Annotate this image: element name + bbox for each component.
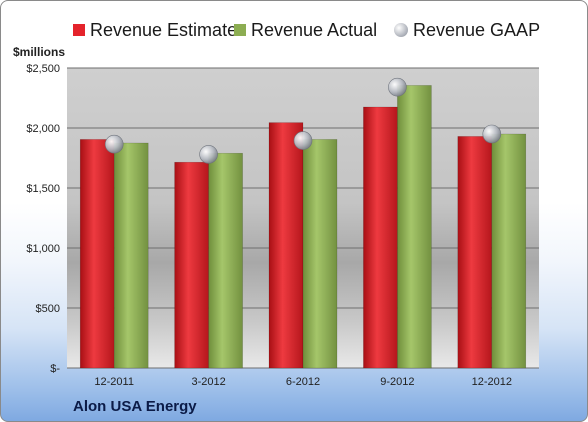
legend-label-gaap: Revenue GAAP — [413, 19, 541, 40]
legend-item-gaap: Revenue GAAP — [394, 18, 540, 42]
legend: Revenue Estimate Revenue Actual Revenue … — [1, 18, 587, 42]
bar-revenue-actual — [113, 142, 149, 369]
bar-revenue-estimate — [457, 136, 493, 369]
legend-item-estimate: Revenue Estimate — [73, 18, 237, 42]
bar-revenue-estimate — [79, 139, 115, 369]
bar-revenue-actual — [397, 85, 432, 369]
x-tick-label: 6-2012 — [286, 376, 320, 388]
y-tick-label: $1,000 — [26, 243, 60, 255]
legend-item-actual: Revenue Actual — [234, 18, 377, 42]
marker-revenue-gaap — [388, 77, 407, 97]
x-tick-label: 12-2011 — [94, 376, 134, 388]
y-axis-unit-label: $millions — [13, 45, 66, 59]
marker-revenue-gaap — [482, 124, 502, 144]
legend-label-estimate: Revenue Estimate — [90, 19, 238, 40]
x-tick-label: 12-2012 — [472, 376, 512, 388]
company-name: Alon USA Energy — [73, 398, 197, 415]
marker-revenue-gaap — [199, 145, 218, 164]
x-tick-label: 3-2012 — [191, 376, 225, 388]
marker-revenue-gaap — [293, 131, 313, 150]
x-tick-label: 9-2012 — [380, 376, 414, 388]
bar-revenue-actual — [491, 133, 527, 369]
bar-revenue-actual — [208, 152, 243, 369]
legend-swatch-estimate — [73, 24, 85, 36]
y-tick-label: $1,500 — [26, 183, 60, 195]
legend-swatch-gaap — [394, 23, 408, 37]
y-tick-label: $2,500 — [26, 63, 60, 75]
bar-revenue-estimate — [268, 122, 304, 369]
y-tick-label: $- — [50, 363, 60, 375]
y-tick-label: $2,000 — [26, 123, 60, 135]
bar-revenue-actual — [302, 139, 338, 369]
y-tick-label: $500 — [36, 303, 60, 315]
legend-swatch-actual — [234, 24, 246, 36]
legend-label-actual: Revenue Actual — [251, 19, 378, 40]
marker-revenue-gaap — [104, 134, 124, 154]
bar-revenue-estimate — [174, 161, 209, 369]
bar-revenue-estimate — [363, 106, 398, 369]
